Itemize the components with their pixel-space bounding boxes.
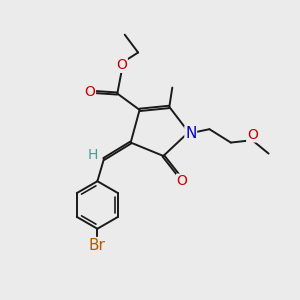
Text: O: O — [247, 128, 258, 142]
Text: O: O — [177, 174, 188, 188]
Text: Br: Br — [89, 238, 106, 253]
Text: O: O — [85, 85, 95, 99]
Text: H: H — [87, 148, 98, 162]
Text: O: O — [116, 58, 127, 72]
Text: N: N — [185, 126, 196, 141]
